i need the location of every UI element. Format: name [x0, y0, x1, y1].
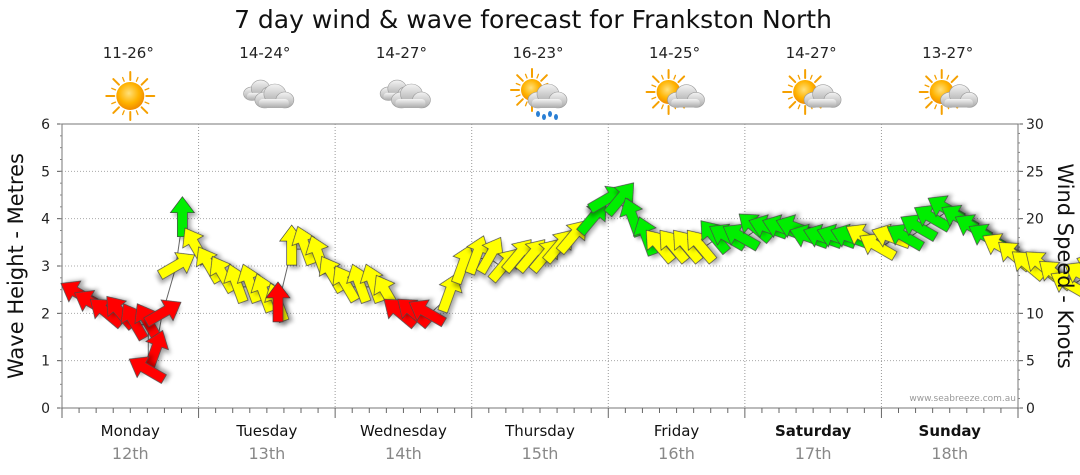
date-label: 12th	[112, 444, 149, 463]
date-label: 17th	[795, 444, 832, 463]
y2-tick-label: 10	[1026, 306, 1044, 322]
day-label: Saturday	[775, 422, 852, 440]
cloud-shape	[527, 83, 568, 109]
cloudy-icon	[379, 79, 431, 109]
y2-tick-label: 0	[1026, 401, 1035, 417]
raindrop	[536, 111, 540, 117]
cloud-shape	[940, 84, 978, 108]
wind-arrow	[143, 299, 182, 328]
y-tick-label: 1	[41, 354, 50, 370]
temperature-label: 11-26°	[103, 44, 154, 62]
day-label: Tuesday	[235, 422, 297, 440]
y-tick-label: 0	[41, 401, 50, 417]
date-label: 16th	[658, 444, 695, 463]
partly-cloudy-icon	[918, 69, 978, 115]
wind-arrow	[408, 299, 447, 328]
y2-tick-label: 30	[1026, 117, 1044, 133]
y2-tick-label: 20	[1026, 212, 1044, 228]
day-label: Sunday	[919, 422, 982, 440]
wind-arrow	[169, 196, 196, 238]
partly-cloudy-icon	[782, 69, 842, 115]
y2-axis-label: Wind Speed - Knots	[1053, 163, 1077, 368]
y-tick-label: 5	[41, 164, 50, 180]
temperature-label: 13-27°	[922, 44, 973, 62]
day-label: Thursday	[504, 422, 575, 440]
wind-arrow	[157, 252, 196, 280]
cloud-shape	[667, 84, 705, 108]
y-axis-label: Wave Height - Metres	[4, 153, 28, 379]
wind-arrow	[128, 356, 167, 384]
wind-arrow	[1064, 261, 1080, 290]
day-label: Monday	[101, 422, 160, 440]
raindrop	[542, 114, 546, 120]
axes: 0123456051015202530Monday12thTuesday13th…	[41, 117, 1044, 463]
credit-text: www.seabreeze.com.au	[909, 394, 1016, 404]
wind-arrow	[359, 263, 385, 304]
rain-icon	[510, 68, 568, 120]
sun-disc	[116, 82, 145, 110]
temperature-label: 14-27°	[786, 44, 837, 62]
y-tick-label: 4	[41, 212, 50, 228]
wind-arrows	[60, 182, 1080, 384]
y-tick-label: 6	[41, 117, 50, 133]
partly-cloudy-icon	[645, 69, 705, 115]
temperature-label: 14-25°	[649, 44, 700, 62]
raindrop	[554, 114, 558, 120]
sunny-icon	[105, 71, 156, 121]
y2-tick-label: 25	[1026, 164, 1044, 180]
cloud-shape	[254, 83, 295, 109]
day-label: Wednesday	[360, 422, 447, 440]
wind-arrow	[195, 246, 224, 285]
cloud-shape	[803, 84, 842, 108]
day-label: Friday	[654, 422, 700, 440]
wind-arrow	[265, 281, 291, 323]
raindrop	[548, 111, 552, 117]
temperature-label: 14-24°	[239, 44, 290, 62]
weather-row: 11-26° 14-24° 14-27° 16-23° 14-25° 14-27° 13-2…	[103, 44, 978, 121]
chart-title: 7 day wind & wave forecast for Frankston…	[234, 5, 832, 34]
temperature-label: 16-23°	[512, 44, 563, 62]
y2-tick-label: 5	[1026, 354, 1035, 370]
temperature-label: 14-27°	[376, 44, 427, 62]
cloud-shape	[391, 83, 431, 109]
wind-arrow	[437, 273, 463, 314]
date-label: 14th	[385, 444, 422, 463]
date-label: 18th	[931, 444, 968, 463]
date-label: 15th	[522, 444, 559, 463]
date-label: 13th	[248, 444, 285, 463]
sun-rays	[105, 71, 156, 121]
y-tick-label: 3	[41, 259, 50, 275]
cloudy-icon	[243, 79, 295, 109]
wind-arrow	[576, 201, 607, 237]
wind-arrow	[318, 255, 347, 295]
y-tick-label: 2	[41, 306, 50, 322]
